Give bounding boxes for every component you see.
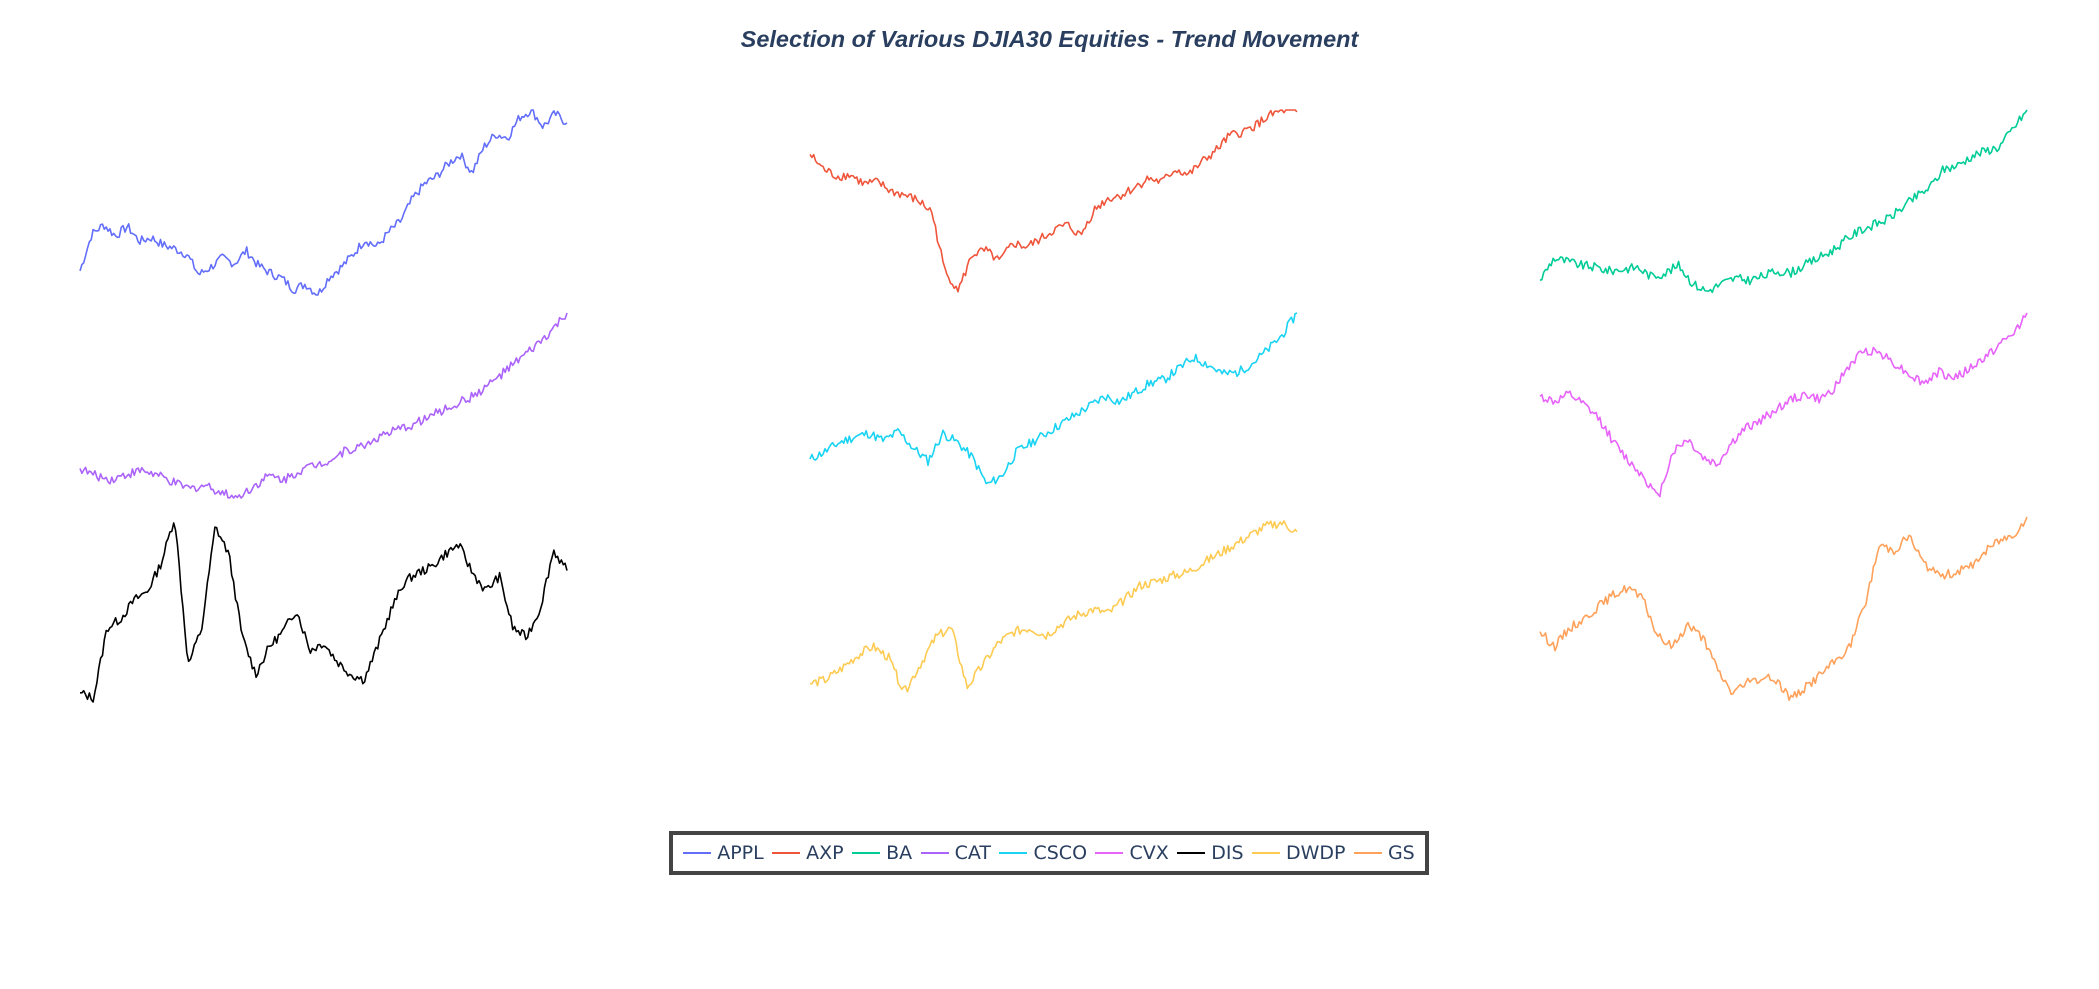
legend-label: DIS xyxy=(1211,842,1244,864)
legend-swatch xyxy=(1177,852,1206,854)
series-line-cvx xyxy=(1539,312,2028,498)
legend-swatch xyxy=(999,852,1028,854)
legend-label: CAT xyxy=(954,842,992,864)
legend-label: GS xyxy=(1387,842,1415,864)
legend-item[interactable]: CSCO xyxy=(999,842,1087,864)
legend-item[interactable]: DIS xyxy=(1177,842,1244,864)
legend-swatch xyxy=(852,852,881,854)
series-line-ba xyxy=(1539,109,2028,294)
legend-label: DWDP xyxy=(1285,842,1346,864)
legend-label: CVX xyxy=(1129,842,1169,864)
legend-swatch xyxy=(1353,852,1382,854)
legend-swatch xyxy=(683,852,712,854)
chart-title: Selection of Various DJIA30 Equities - T… xyxy=(740,26,1359,52)
legend-swatch xyxy=(772,852,801,854)
series-line-dis xyxy=(80,522,568,703)
legend-item[interactable]: APPL xyxy=(683,842,764,864)
legend-item[interactable]: CVX xyxy=(1095,842,1169,864)
legend-swatch xyxy=(920,852,949,854)
legend-label: CSCO xyxy=(1033,842,1088,864)
series-line-cat xyxy=(79,312,568,499)
legend-item[interactable]: GS xyxy=(1353,842,1415,864)
series-line-appl xyxy=(79,109,568,296)
series-line-csco xyxy=(809,312,1298,485)
legend-swatch xyxy=(1095,852,1124,854)
legend-swatch xyxy=(1251,852,1280,854)
legend-label: APPL xyxy=(717,842,764,864)
legend-item[interactable]: AXP xyxy=(772,842,844,864)
series-line-gs xyxy=(1539,516,2028,702)
legend-label: BA xyxy=(886,842,913,864)
series-line-axp xyxy=(809,109,1298,293)
legend-item[interactable]: CAT xyxy=(920,842,992,864)
series-line-dwdp xyxy=(809,520,1298,693)
legend: APPL AXP BA CAT CSCO CVX DIS DWDP GS xyxy=(669,831,1429,875)
legend-item[interactable]: DWDP xyxy=(1251,842,1346,864)
legend-item[interactable]: BA xyxy=(852,842,912,864)
legend-label: AXP xyxy=(806,842,844,864)
